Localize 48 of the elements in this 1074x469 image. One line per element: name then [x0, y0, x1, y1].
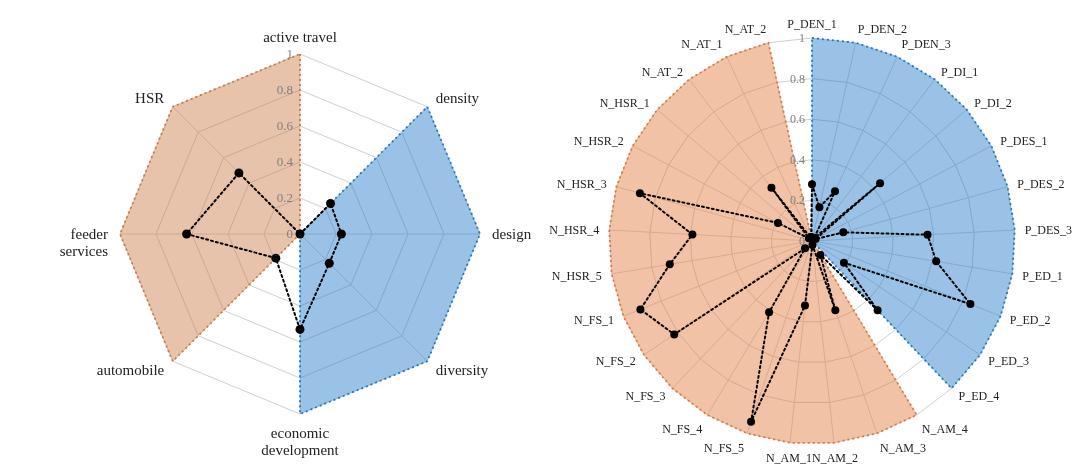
y-tick-label: 1	[799, 31, 805, 45]
spoke-label: P_DEN_3	[901, 36, 951, 51]
spoke-label: HSR	[135, 90, 165, 107]
spoke-label: N_FS_3	[625, 388, 666, 403]
spoke-label: N_FS_5	[703, 441, 744, 456]
spoke-label: N_AM_2	[812, 451, 859, 466]
spoke-label: automobile	[96, 362, 165, 379]
spoke-label: N_FS_4	[662, 422, 703, 437]
spoke-label: P_DES_1	[1000, 134, 1048, 149]
spoke-label: P_DES_2	[1017, 177, 1065, 192]
spoke-label: design	[492, 226, 532, 243]
spoke-label: density	[435, 90, 480, 107]
y-tick-label: 0.6	[276, 118, 294, 133]
y-tick-label: 1	[286, 46, 293, 61]
spoke-label: N_HSR_3	[556, 177, 607, 192]
spoke-label: N_AT_1	[681, 36, 723, 51]
y-tick-label: 0.8	[276, 82, 293, 97]
spoke-label: N_HSR_2	[573, 134, 624, 149]
spoke-label: N_AM_4	[921, 422, 968, 437]
y-tick-label: 0.2	[276, 190, 293, 205]
spoke-label: N_HSR_5	[551, 268, 602, 283]
spoke-label: P_DES_3	[1024, 222, 1073, 237]
spoke-label: diversity	[435, 362, 489, 379]
spoke-label: P_ED_3	[988, 353, 1029, 368]
y-tick-label: 0.2	[790, 193, 805, 208]
y-tick-label: 0.4	[276, 154, 294, 169]
spoke-label: P_DI_2	[974, 96, 1012, 111]
spoke-label: P_DEN_1	[787, 17, 837, 31]
spoke-label: N_HSR_1	[599, 96, 650, 111]
spoke-label: P_ED_1	[1022, 268, 1063, 283]
spoke-label: feeder services	[59, 226, 109, 259]
spoke-label: P_DEN_2	[857, 21, 908, 36]
y-tick-label: 0	[799, 234, 805, 248]
spoke-label: N_FS_1	[574, 313, 615, 328]
spoke-label: N_AM_1	[765, 451, 812, 466]
spoke-label: N_AT_2	[641, 64, 684, 79]
spoke-label: P_DI_1	[940, 64, 979, 79]
spoke-label: economic development	[261, 425, 340, 458]
y-tick-label: 0.6	[790, 112, 805, 127]
spoke-label: active travel	[263, 29, 337, 45]
spoke-label: P_ED_4	[958, 388, 1000, 403]
spoke-label: N_HSR_4	[549, 222, 600, 237]
spoke-label: N_FS_2	[595, 353, 636, 368]
spoke-label: N_AM_3	[880, 441, 927, 456]
spoke-label: N_AT_2	[724, 21, 767, 36]
spoke-label: P_ED_2	[1009, 313, 1051, 328]
y-tick-label: 0	[286, 226, 293, 241]
y-tick-label: 0.8	[790, 71, 805, 86]
